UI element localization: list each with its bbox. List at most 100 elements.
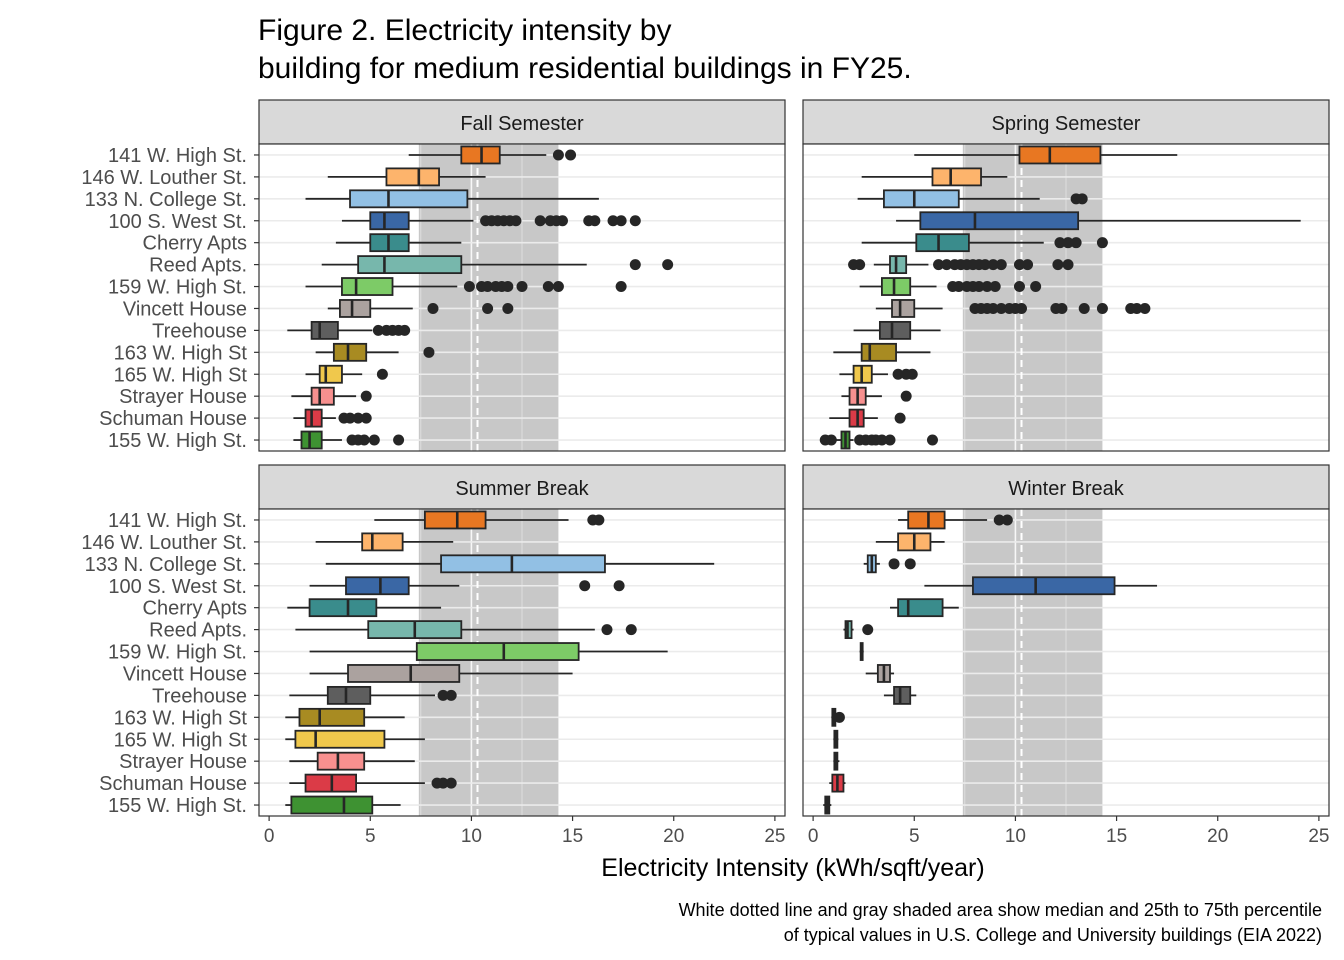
box-reed-apts — [295, 620, 637, 640]
outlier-point — [437, 777, 449, 789]
box-141-w-high-st — [898, 510, 1013, 530]
box-iqr — [310, 320, 339, 340]
y-tick-label: Strayer House — [119, 386, 247, 408]
chart-title-line2: building for medium residential building… — [258, 52, 912, 85]
box-iqr — [369, 211, 410, 231]
x-tick-label: 15 — [562, 826, 583, 847]
outlier-point — [376, 368, 388, 380]
y-tick-label: Cherry Apts — [143, 233, 247, 255]
outlier-point — [601, 624, 613, 636]
x-tick-label: 15 — [1106, 826, 1127, 847]
outlier-point — [372, 324, 384, 336]
y-tick-label: 141 W. High St. — [108, 145, 247, 167]
box-165-w-high-st — [305, 364, 388, 384]
x-tick-label: 10 — [1005, 826, 1026, 847]
box-133-n-college-st — [305, 189, 599, 209]
box-iqr — [878, 320, 912, 340]
outlier-point — [629, 259, 641, 271]
outlier-point — [1015, 302, 1027, 314]
outlier-point — [510, 215, 522, 227]
panel-border-winter-break — [802, 508, 1330, 817]
outlier-point — [1131, 302, 1143, 314]
box-100-s-west-st — [896, 211, 1301, 231]
box-159-w-high-st — [859, 277, 1042, 296]
outlier-point — [854, 259, 866, 271]
caption-line1: White dotted line and gray shaded area s… — [679, 900, 1322, 920]
box-163-w-high-st — [315, 342, 435, 362]
outlier-point — [876, 434, 888, 446]
strip-spring-semester — [802, 99, 1330, 145]
box-100-s-west-st — [924, 576, 1158, 596]
box-100-s-west-st — [341, 211, 641, 231]
box-iqr — [357, 255, 463, 275]
box-iqr — [385, 167, 440, 187]
box-cherry-apts — [861, 233, 1108, 253]
box-reed-apts — [848, 255, 1074, 275]
box-159-w-high-st — [309, 642, 668, 661]
panel-winter-break: Winter Break 0 5 10 15 20 25 — [802, 464, 1330, 847]
outlier-point — [953, 281, 965, 293]
box-iqr — [298, 707, 366, 727]
x-tick-label: 5 — [365, 826, 376, 847]
outlier-point — [904, 558, 916, 570]
outlier-point — [556, 215, 568, 227]
reference-band — [962, 144, 1103, 451]
outlier-point — [352, 412, 364, 424]
outlier-point — [445, 777, 457, 789]
box-163-w-high-st — [831, 707, 845, 727]
box-iqr — [440, 554, 606, 574]
x-tick-label: 20 — [1207, 826, 1228, 847]
y-tick-label: Vincett House — [123, 298, 247, 320]
box-schuman-house — [289, 773, 457, 793]
y-tick-label: 133 N. College St. — [85, 554, 247, 576]
box-iqr — [897, 598, 944, 618]
y-tick-label: 155 W. High St. — [108, 430, 247, 452]
box-cherry-apts — [287, 598, 442, 618]
outlier-point — [894, 412, 906, 424]
outlier-point — [552, 149, 564, 161]
outlier-point — [995, 259, 1007, 271]
outlier-point — [1013, 259, 1025, 271]
box-iqr — [349, 189, 469, 209]
outlier-point — [502, 302, 514, 314]
box-iqr — [881, 277, 912, 296]
x-tick-label: 25 — [764, 826, 785, 847]
y-tick-label: Reed Apts. — [149, 620, 247, 642]
box-treehouse — [883, 685, 917, 705]
outlier-point — [1022, 259, 1034, 271]
box-155-w-high-st — [293, 430, 405, 450]
y-tick-label: Vincett House — [123, 663, 247, 685]
outlier-point — [989, 281, 1001, 293]
y-tick-label: 100 S. West St. — [108, 576, 247, 598]
box-133-n-college-st — [863, 554, 916, 574]
outlier-point — [358, 434, 370, 446]
outlier-point — [593, 514, 605, 526]
box-schuman-house — [829, 773, 846, 793]
y-tick-label: Schuman House — [99, 408, 247, 430]
y-tick-label: Cherry Apts — [143, 598, 247, 620]
box-schuman-house — [829, 408, 906, 428]
box-iqr — [883, 189, 960, 209]
outlier-point — [502, 281, 514, 293]
box-strayer-house — [833, 751, 840, 771]
box-155-w-high-st — [819, 430, 938, 450]
box-vincett-house — [875, 299, 1151, 318]
outlier-point — [1056, 302, 1068, 314]
outlier-point — [1096, 302, 1108, 314]
box-iqr — [889, 255, 908, 275]
outlier-point — [1062, 259, 1074, 271]
x-axis-title: Electricity Intensity (kWh/sqft/year) — [601, 854, 984, 882]
box-165-w-high-st — [285, 729, 425, 749]
outlier-point — [368, 434, 380, 446]
outlier-point — [979, 259, 991, 271]
box-iqr — [415, 642, 580, 661]
outlier-point — [926, 434, 938, 446]
x-tick-label: 5 — [909, 826, 920, 847]
y-tick-label: 146 W. Louther St. — [81, 167, 247, 189]
box-iqr — [891, 299, 916, 318]
y-tick-label: 159 W. High St. — [108, 642, 247, 664]
box-iqr — [931, 167, 982, 187]
box-iqr — [919, 211, 1080, 231]
panel-summer-break: Summer Break 141 W. High St.146 W. Louthe… — [81, 464, 786, 847]
